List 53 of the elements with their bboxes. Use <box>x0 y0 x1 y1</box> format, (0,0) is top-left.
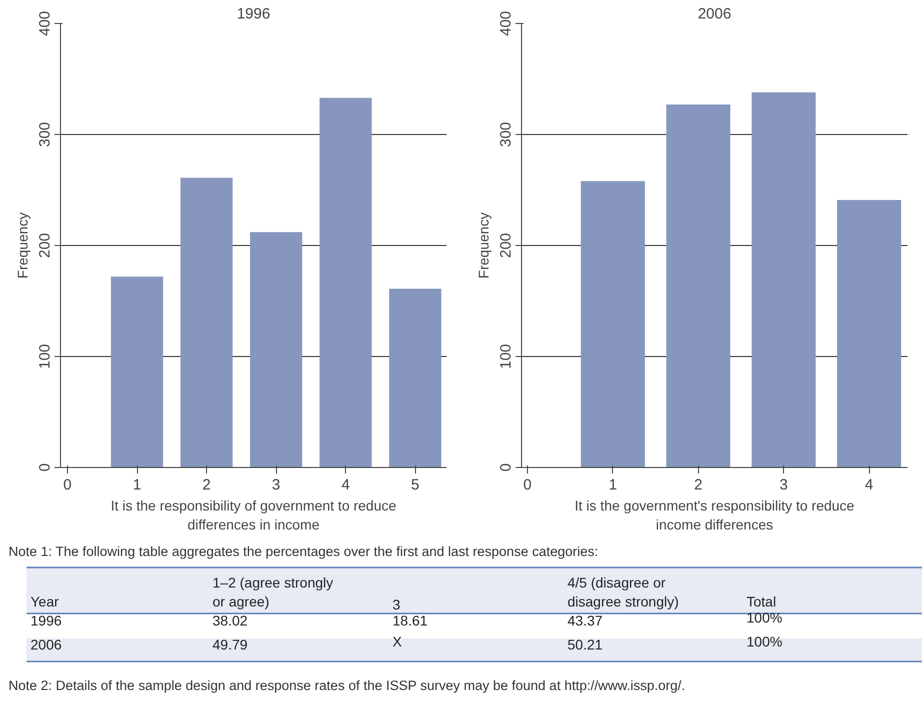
bar <box>110 276 164 468</box>
y-tick-label: 0 <box>498 463 514 472</box>
text: 18.61 <box>392 612 428 628</box>
chart-title: 2006 <box>698 6 732 22</box>
text: 3 <box>392 596 400 612</box>
text: 1–2 (agree strongly or agree) <box>212 574 334 610</box>
bar <box>837 200 902 468</box>
text: 100% <box>746 634 782 650</box>
x-tick-label: 5 <box>411 476 420 494</box>
x-tick-label: 2 <box>694 476 702 494</box>
bar <box>250 232 302 468</box>
x-axis-title: It is the responsibility of government to reduce differences in income <box>110 498 397 533</box>
bar <box>666 104 730 468</box>
y-tick-label: 100 <box>498 344 514 370</box>
x-tick-label: 2 <box>202 476 211 494</box>
text: 100% <box>746 610 782 626</box>
bar <box>580 181 645 468</box>
y-axis-title: Frequency <box>14 212 30 279</box>
x-tick-label: 4 <box>864 476 874 494</box>
chart-title: 1996 <box>236 6 270 22</box>
text: 38.02 <box>212 612 248 628</box>
text: X <box>392 634 402 650</box>
y-tick-label: 400 <box>36 10 54 36</box>
bar <box>389 288 442 468</box>
bar <box>180 178 233 468</box>
text: 43.37 <box>568 612 603 628</box>
y-tick-label: 100 <box>36 344 54 370</box>
x-axis-title: It is the government's responsibility to reduce income differences <box>574 498 855 533</box>
text: 50.21 <box>568 636 603 652</box>
text: Total <box>746 594 776 610</box>
text: 4/5 (disagree or disagree strongly) <box>568 574 679 610</box>
text: 1996 <box>30 612 62 628</box>
y-tick-label: 200 <box>36 232 54 258</box>
x-tick-label: 0 <box>523 476 532 494</box>
text: Note 2: Details of the sample design and response rates of the ISSP survey may be found at http://www.issp.org/. <box>8 678 686 693</box>
y-tick-label: 200 <box>498 232 514 258</box>
bar <box>752 92 816 468</box>
text: Note 1: The following table aggregates the percentages over the first and last response categories: <box>8 544 598 559</box>
x-tick-label: 0 <box>63 476 72 494</box>
x-tick-label: 4 <box>341 476 350 494</box>
y-tick-label: 400 <box>498 10 514 36</box>
x-tick-label: 3 <box>272 476 280 494</box>
y-tick-label: 0 <box>36 463 54 472</box>
y-tick-label: 300 <box>36 122 54 148</box>
text: 49.79 <box>212 636 248 652</box>
y-axis-title: Frequency <box>476 212 492 279</box>
x-tick-label: 1 <box>132 476 142 494</box>
text: Year <box>30 594 60 610</box>
x-tick-label: 1 <box>608 476 618 494</box>
bar <box>320 98 372 468</box>
text: 2006 <box>30 636 62 652</box>
y-tick-label: 300 <box>498 122 514 148</box>
x-tick-label: 3 <box>780 476 788 494</box>
